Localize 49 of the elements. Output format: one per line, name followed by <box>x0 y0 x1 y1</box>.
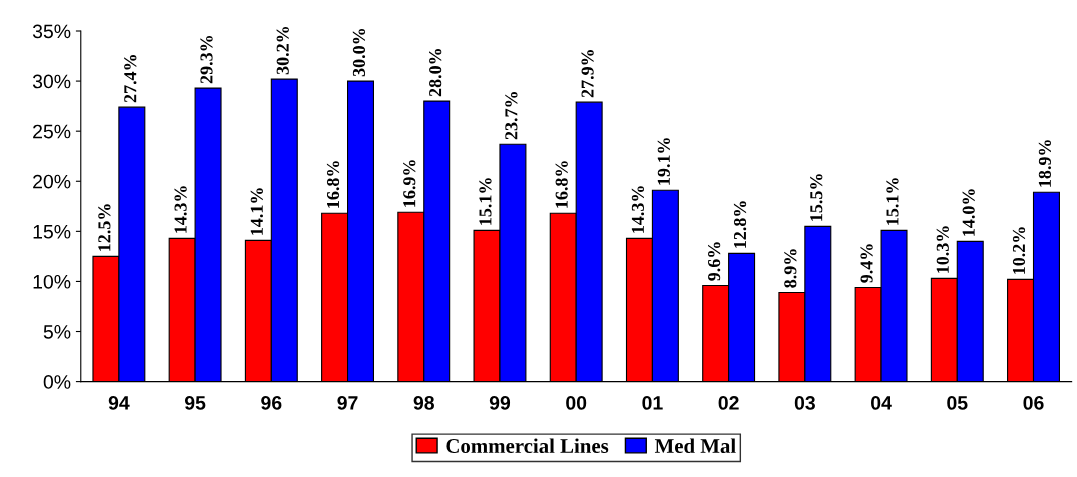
y-tick-label: 10% <box>33 274 71 289</box>
data-label: 14.0% <box>962 189 975 236</box>
y-tick-label: 35% <box>32 24 71 39</box>
x-tick-label: 00 <box>566 396 587 410</box>
data-label: 15.1% <box>479 178 492 225</box>
data-label: 8.9% <box>784 249 797 288</box>
y-tick-label: 25% <box>33 124 71 139</box>
data-label: 27.4% <box>124 55 137 103</box>
legend-label: Med Mal <box>654 438 736 454</box>
data-label: 15.1% <box>886 178 899 225</box>
data-label: 18.9% <box>1038 140 1052 187</box>
data-label: 9.4% <box>860 244 873 283</box>
y-tick-label: 0% <box>43 375 71 389</box>
data-label: 29.3% <box>200 35 213 84</box>
data-label: 12.5% <box>98 204 111 251</box>
data-label: 27.9% <box>581 50 594 98</box>
y-tick-label: 20% <box>33 174 71 189</box>
y-tick-label: 5% <box>43 325 71 339</box>
data-label: 14.3% <box>174 186 187 233</box>
data-label: 14.1% <box>250 188 263 235</box>
x-tick-label: 95 <box>184 396 206 410</box>
x-tick-label: 97 <box>337 396 358 410</box>
data-label: 15.5% <box>810 174 823 221</box>
x-tick-label: 99 <box>489 396 511 410</box>
x-tick-label: 06 <box>1023 396 1044 410</box>
data-label: 14.3% <box>631 186 645 233</box>
x-tick-label: 02 <box>718 396 739 410</box>
x-tick-label: 04 <box>871 396 892 410</box>
x-tick-label: 98 <box>413 396 434 410</box>
x-tick-label: 01 <box>642 396 663 410</box>
data-label: 9.6% <box>708 242 721 281</box>
data-label: 10.2% <box>1012 227 1026 274</box>
data-label: 16.8% <box>555 161 568 208</box>
data-label: 30.0% <box>352 28 366 77</box>
data-label: 16.9% <box>403 160 416 207</box>
legend-label: Commercial Lines <box>446 438 609 454</box>
data-label: 10.3% <box>936 226 949 273</box>
data-label: 23.7% <box>505 92 518 140</box>
x-tick-label: 94 <box>108 396 130 410</box>
y-tick-label: 30% <box>32 74 71 89</box>
data-label: 16.8% <box>326 161 340 208</box>
x-tick-label: 05 <box>947 396 968 410</box>
y-tick-label: 15% <box>33 224 71 239</box>
data-label: 30.2% <box>276 26 289 75</box>
x-tick-label: 03 <box>794 396 815 410</box>
x-tick-label: 96 <box>261 396 282 410</box>
data-label: 19.1% <box>657 138 670 185</box>
data-label: 12.8% <box>733 201 747 248</box>
data-label: 28.0% <box>429 49 442 97</box>
